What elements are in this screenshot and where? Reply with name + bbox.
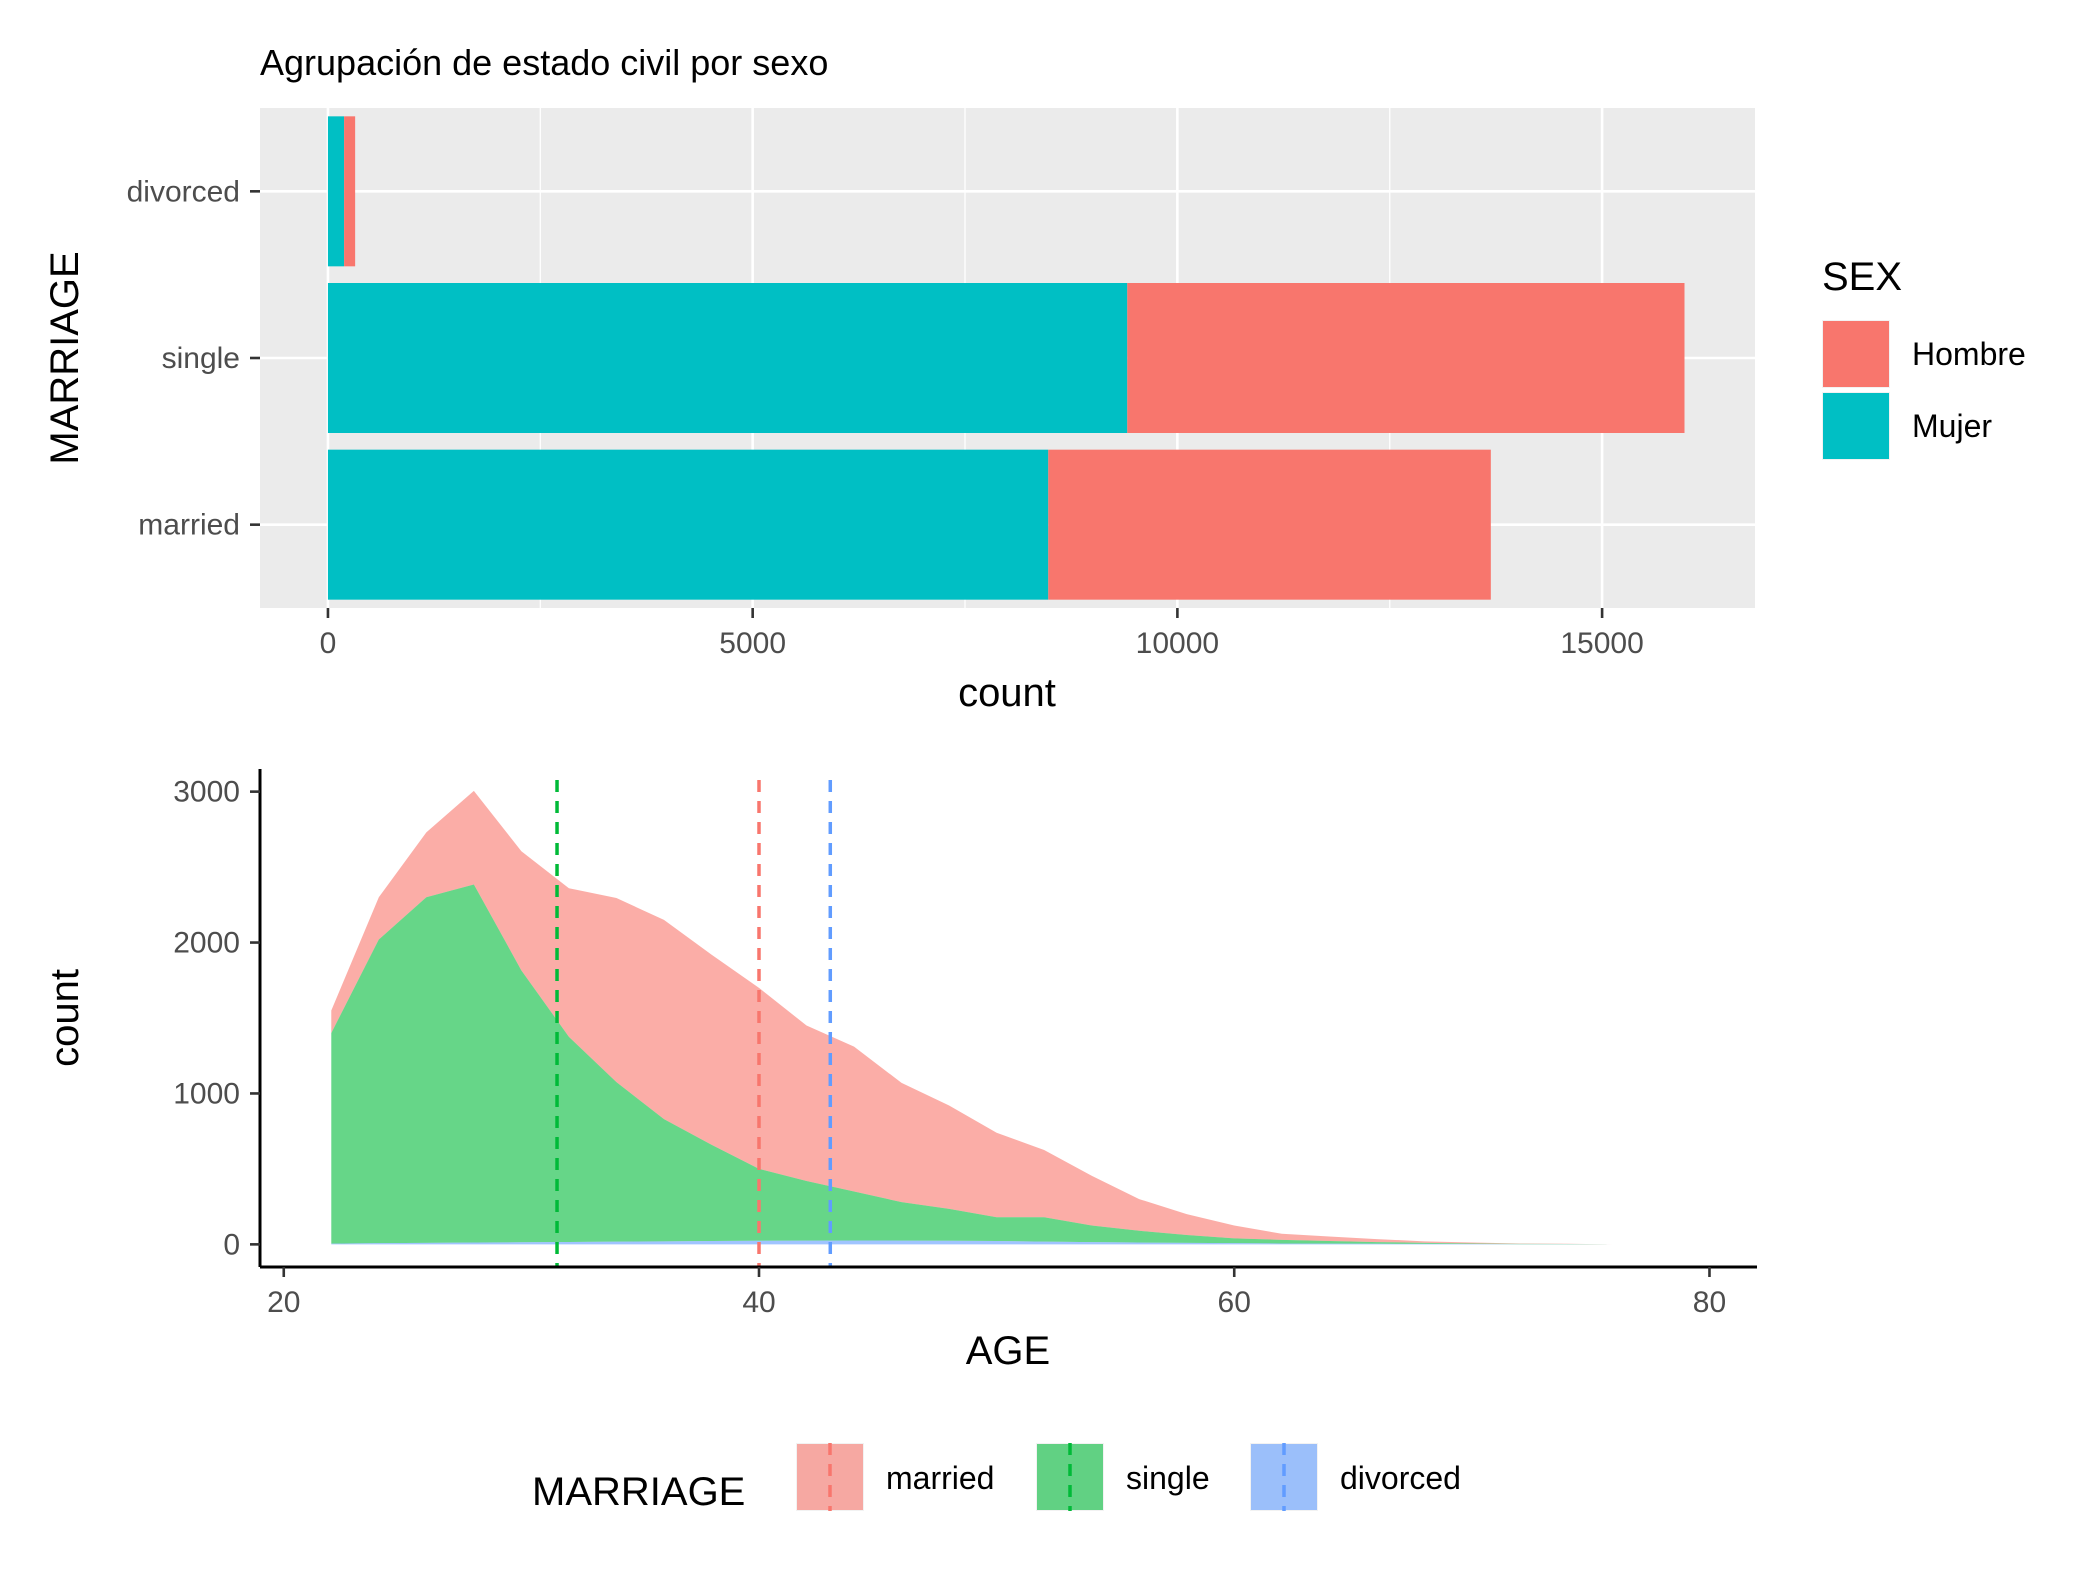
marriage-legend-label: divorced <box>1340 1460 1461 1496</box>
marriage-legend-label: married <box>886 1460 994 1496</box>
sex-legend-swatch-mujer <box>1823 393 1889 459</box>
area-divorced <box>331 1240 1615 1245</box>
age-area-chart: 20 40 60 80 0 1000 2000 3000 AGE count MARRIAG… <box>43 769 1757 1514</box>
sex-legend-label: Mujer <box>1912 408 1992 444</box>
sex-legend: SEX Hombre Mujer <box>1822 255 2026 460</box>
area-x-tick-label: 40 <box>742 1286 775 1319</box>
sex-legend-swatch-hombre <box>1823 321 1889 387</box>
bar-x-tick-label: 10000 <box>1136 627 1219 660</box>
bar-hombre-divorced <box>344 116 356 267</box>
area-y-axis-title: count <box>43 969 87 1067</box>
area-single <box>331 884 1615 1245</box>
sex-legend-label: Hombre <box>1912 336 2026 372</box>
area-series <box>331 790 1615 1245</box>
bar-chart-title: Agrupación de estado civil por sexo <box>260 42 828 83</box>
marriage-legend: MARRIAGE married single divorced <box>532 1443 1461 1514</box>
area-y-tick-label: 1000 <box>173 1077 240 1110</box>
bar-hombre-single <box>1127 283 1685 433</box>
area-y-tick-label: 3000 <box>173 776 240 809</box>
area-x-tick-label: 60 <box>1218 1286 1251 1319</box>
bar-x-axis-title: count <box>958 671 1056 715</box>
bar-y-axis-title: MARRIAGE <box>43 251 87 464</box>
bar-y-axis-ticks: married single divorced <box>127 175 260 542</box>
mean-age-lines <box>555 780 833 1267</box>
bar-x-tick-label: 0 <box>320 627 337 660</box>
marriage-by-sex-bar-chart: Agrupación de estado civil por sexo 0 500… <box>43 42 2026 715</box>
area-x-tick-label: 80 <box>1693 1286 1726 1319</box>
area-x-axis-ticks: 20 40 60 80 <box>267 1267 1726 1319</box>
bar-series <box>327 116 1685 600</box>
area-y-tick-label: 2000 <box>173 927 240 960</box>
bar-y-tick-label: divorced <box>127 175 240 208</box>
bar-x-tick-label: 5000 <box>719 627 786 660</box>
marriage-legend-label: single <box>1126 1460 1210 1496</box>
bar-y-tick-label: married <box>138 509 240 542</box>
area-y-axis-ticks: 0 1000 2000 3000 <box>173 776 260 1261</box>
area-x-tick-label: 20 <box>267 1286 300 1319</box>
bar-mujer-married <box>327 449 1049 600</box>
bar-mujer-single <box>327 283 1128 433</box>
bar-x-axis-ticks: 0 5000 10000 15000 <box>320 608 1644 660</box>
bar-hombre-married <box>1048 449 1491 600</box>
bar-x-tick-label: 15000 <box>1560 627 1643 660</box>
sex-legend-title: SEX <box>1822 255 1902 299</box>
marriage-legend-title: MARRIAGE <box>532 1470 745 1514</box>
area-y-tick-label: 0 <box>223 1228 240 1261</box>
bar-mujer-divorced <box>327 116 345 267</box>
area-x-axis-title: AGE <box>966 1329 1050 1373</box>
bar-y-tick-label: single <box>162 342 240 375</box>
area-married <box>331 790 1615 1245</box>
